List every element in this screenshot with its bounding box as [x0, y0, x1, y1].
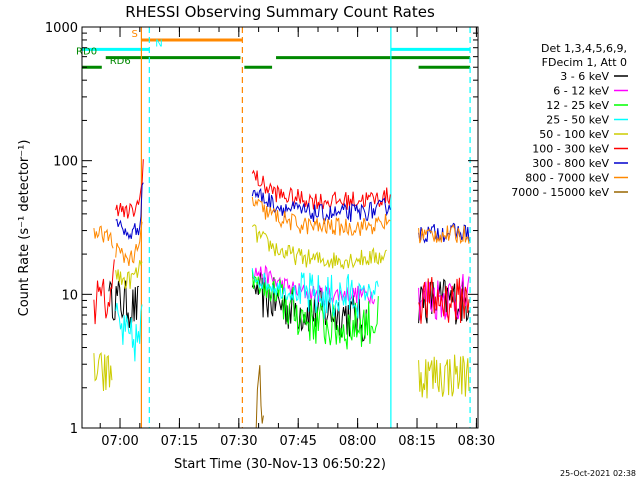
series-line — [418, 224, 470, 245]
axes: 1 10 100 1000 07:00 07:15 07:30 07:45 08:00 08:15… — [45, 21, 495, 449]
legend-header: Det 1,3,4,5,6,9, — [541, 42, 627, 55]
legend-entry: 7000 - 15000 keV — [511, 186, 609, 199]
x-tick-label: 08:00 — [339, 434, 376, 449]
series-line — [93, 259, 115, 325]
series-line — [115, 182, 144, 241]
series-line — [93, 225, 114, 249]
x-tick-label: 07:45 — [279, 434, 316, 449]
flag-bars: S N RD0 RD6 — [76, 29, 471, 69]
x-tick-label: 08:30 — [458, 434, 495, 449]
timestamp: 25-Oct-2021 02:38 — [560, 469, 636, 478]
series-line — [115, 302, 143, 362]
series-line — [251, 224, 387, 270]
series-line — [115, 221, 143, 266]
x-tick-label: 07:15 — [161, 434, 198, 449]
y-tick-label: 1 — [70, 422, 78, 437]
flag-label: S — [132, 29, 138, 40]
series-line — [255, 365, 264, 429]
x-tick-label: 08:15 — [398, 434, 435, 449]
series-line — [251, 169, 391, 210]
series-line — [115, 260, 143, 289]
y-tick-label: 1000 — [45, 21, 78, 36]
series-line — [418, 354, 470, 399]
flag-label: RD6 — [110, 56, 131, 67]
legend-header: FDecim 1, Att 0 — [542, 56, 627, 69]
series-line — [251, 187, 391, 225]
series-line — [115, 159, 144, 219]
legend-entry: 25 - 50 keV — [546, 114, 609, 127]
x-tick-label: 07:00 — [101, 434, 138, 449]
legend: Det 1,3,4,5,6,9,FDecim 1, Att 03 - 6 keV… — [511, 42, 628, 199]
x-tick-label: 07:30 — [220, 434, 257, 449]
legend-entry: 50 - 100 keV — [539, 128, 609, 141]
series-line — [108, 280, 140, 328]
series-line — [418, 276, 470, 324]
series-line — [251, 196, 391, 236]
legend-entry: 800 - 7000 keV — [525, 172, 609, 185]
series-line — [251, 268, 379, 319]
chart-title: RHESSI Observing Summary Count Rates — [125, 3, 435, 21]
legend-entry: 100 - 300 keV — [532, 143, 609, 156]
legend-entry: 12 - 25 keV — [546, 99, 609, 112]
y-tick-label: 10 — [61, 288, 78, 303]
legend-entry: 6 - 12 keV — [553, 85, 609, 98]
legend-entry: 3 - 6 keV — [560, 70, 609, 83]
series-line — [93, 352, 113, 392]
y-axis-label: Count Rate (s⁻¹ detector⁻¹) — [17, 140, 32, 317]
plot-frame — [81, 26, 479, 429]
flag-label: N — [155, 38, 162, 49]
series-lines — [93, 159, 470, 429]
series-line — [251, 269, 379, 350]
series-line — [251, 264, 376, 305]
y-tick-label: 100 — [53, 155, 78, 170]
flag-label: RD0 — [76, 47, 97, 58]
series-line — [418, 222, 470, 244]
x-axis-label: Start Time (30-Nov-13 06:50:22) — [174, 457, 386, 472]
legend-entry: 300 - 800 keV — [532, 157, 609, 170]
